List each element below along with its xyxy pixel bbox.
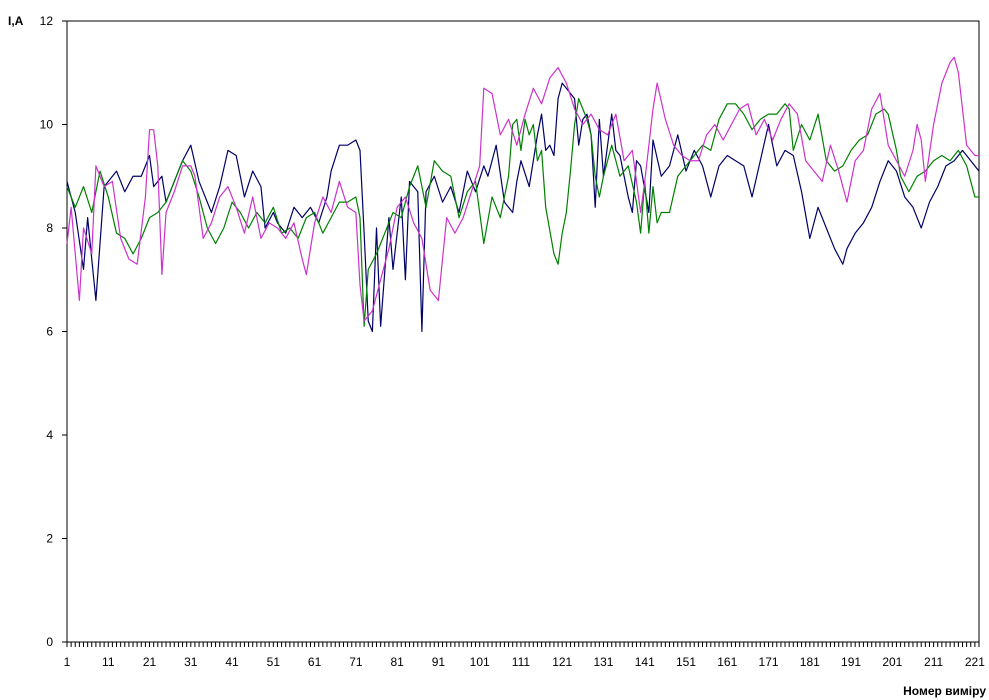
plot-area bbox=[66, 20, 980, 643]
series-layer bbox=[66, 56, 980, 333]
plot-border bbox=[66, 20, 980, 643]
x-tick-label: 11 bbox=[102, 655, 115, 669]
x-tick-label: 71 bbox=[349, 655, 363, 669]
x-tick-label: 161 bbox=[717, 655, 737, 669]
y-tick-label: 12 bbox=[40, 14, 54, 28]
y-tick-label: 10 bbox=[40, 118, 54, 132]
y-tick-label: 0 bbox=[46, 635, 53, 649]
x-axis-label: Номер виміру bbox=[903, 684, 986, 698]
x-tick-label: 211 bbox=[924, 655, 943, 669]
x-tick-label: 201 bbox=[882, 655, 902, 669]
y-axis-label: I,A bbox=[8, 14, 24, 28]
y-tick-label: 8 bbox=[46, 221, 53, 235]
y-tick-label: 2 bbox=[46, 532, 53, 546]
x-tick-label: 41 bbox=[225, 655, 239, 669]
x-tick-label: 1 bbox=[64, 655, 71, 669]
x-tick-label: 171 bbox=[759, 655, 779, 669]
series-line-2 bbox=[66, 98, 979, 327]
x-tick-label: 31 bbox=[184, 655, 198, 669]
y-axis: 0 2 4 6 8 10 12 bbox=[40, 14, 68, 649]
x-tick-label: 91 bbox=[432, 655, 446, 669]
x-tick-label: 141 bbox=[635, 655, 655, 669]
x-tick-label: 101 bbox=[470, 655, 490, 669]
x-tick-label: 121 bbox=[552, 655, 572, 669]
series-line-3 bbox=[66, 56, 979, 322]
x-tick-label: 51 bbox=[267, 655, 281, 669]
x-tick-label: 61 bbox=[308, 655, 322, 669]
y-tick-label: 4 bbox=[46, 428, 53, 442]
x-tick-label: 21 bbox=[143, 655, 157, 669]
x-tick-label: 151 bbox=[676, 655, 696, 669]
x-tick-label: 221 bbox=[965, 655, 985, 669]
x-tick-label: 181 bbox=[800, 655, 820, 669]
y-tick-label: 6 bbox=[46, 325, 53, 339]
x-tick-label: 111 bbox=[512, 655, 531, 669]
x-tick-label: 131 bbox=[593, 655, 613, 669]
x-tick-label: 191 bbox=[841, 655, 861, 669]
series-line-1 bbox=[66, 82, 980, 333]
x-tick-label: 81 bbox=[390, 655, 404, 669]
x-axis: 1 11 21 31 41 51 61 71 81 91 101 111 121 131 141 151 161… bbox=[64, 641, 985, 669]
